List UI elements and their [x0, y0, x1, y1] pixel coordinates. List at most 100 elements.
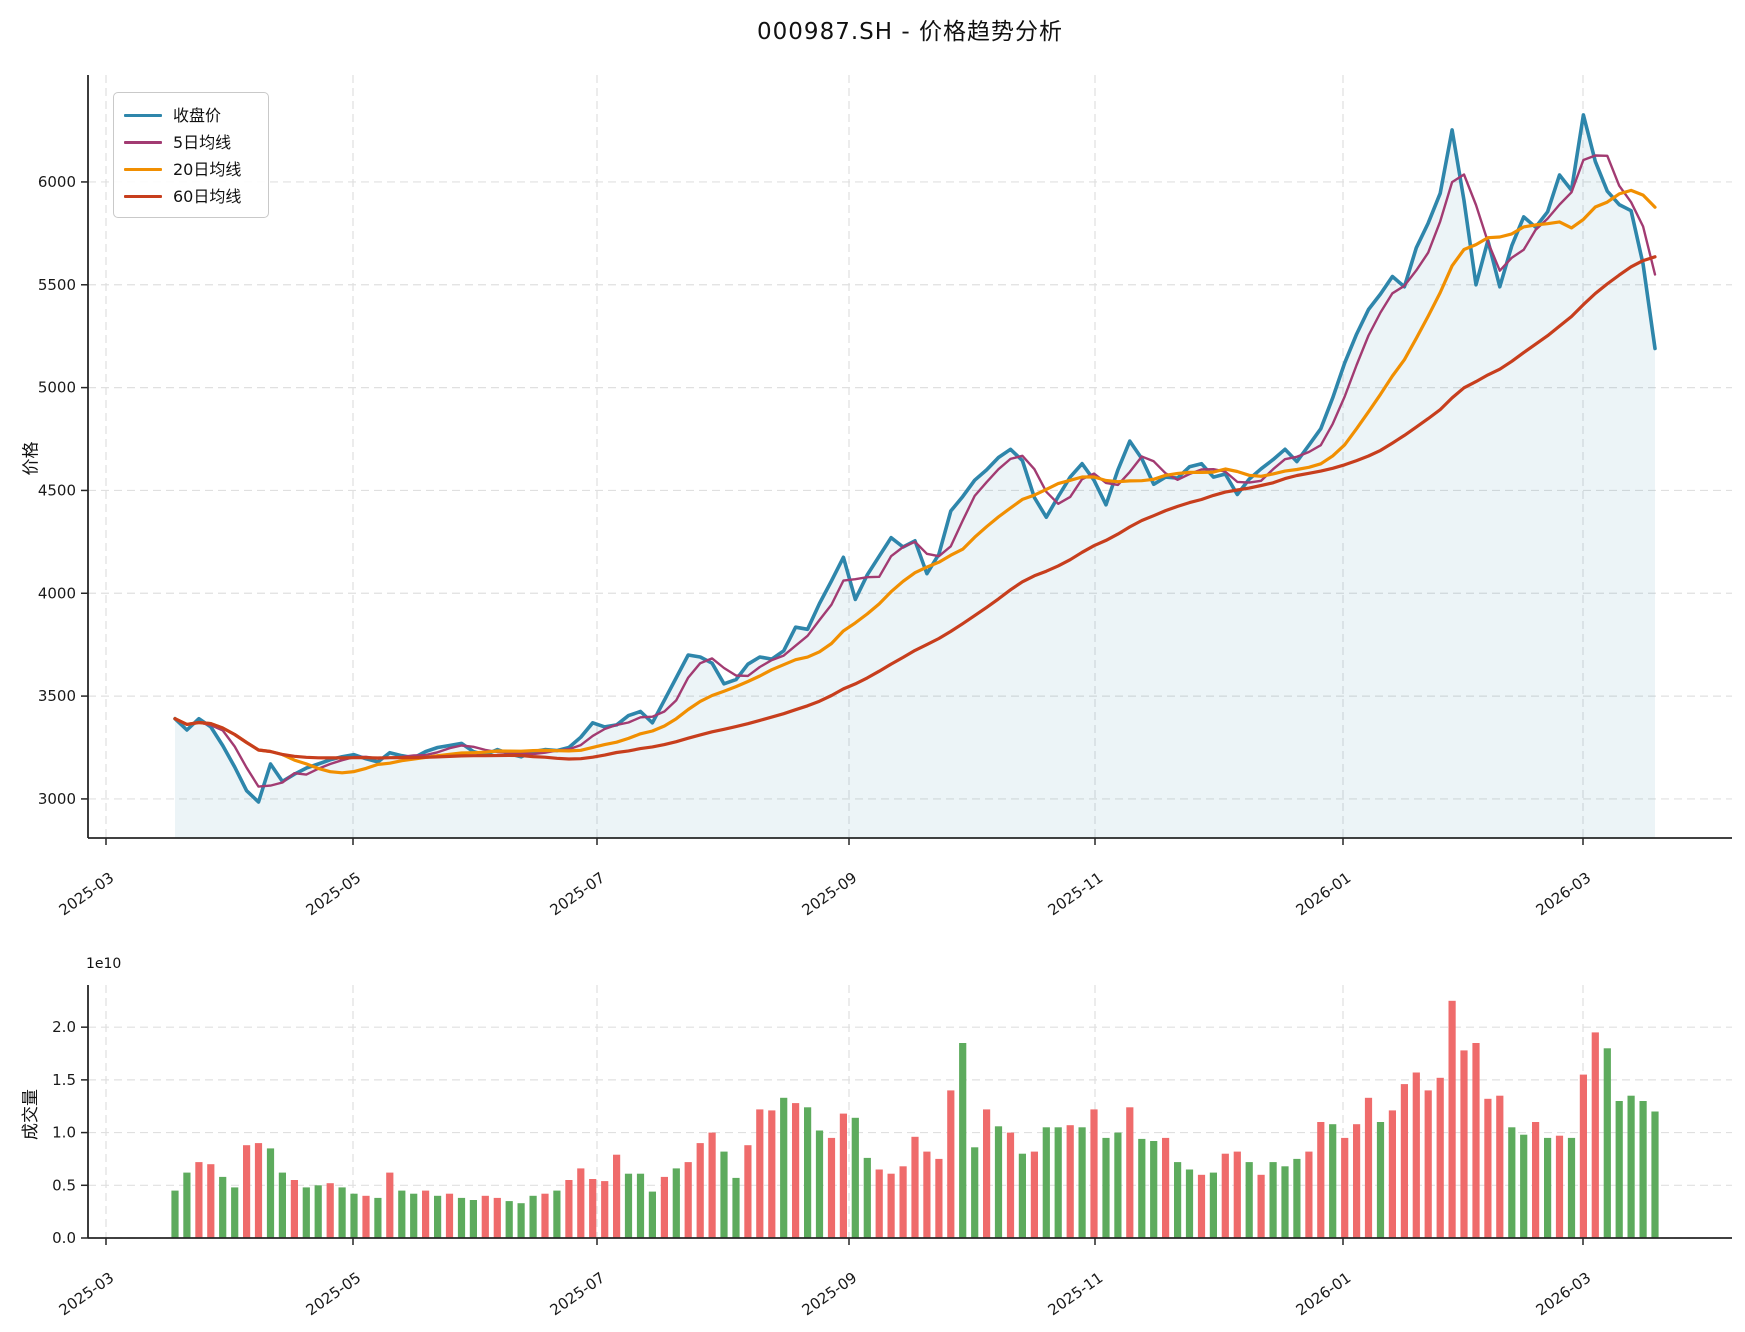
volume-bar — [1460, 1050, 1468, 1238]
price-x-tick-label: 2026-01 — [1293, 869, 1355, 920]
price-x-tick-label: 2025-11 — [1045, 869, 1107, 920]
price-y-tick-label: 5000 — [38, 379, 76, 397]
legend-item-ma60: 60日均线 — [124, 183, 258, 210]
price-y-tick-label: 3500 — [38, 687, 76, 705]
volume-y-tick-label: 0.5 — [52, 1176, 76, 1194]
volume-bar — [911, 1136, 919, 1238]
price-x-tick-label: 2025-09 — [799, 869, 861, 920]
volume-bar — [1054, 1127, 1062, 1238]
legend-label: 5日均线 — [173, 132, 232, 152]
volume-bar — [350, 1193, 358, 1238]
volume-bar — [636, 1173, 645, 1238]
volume-bar — [1114, 1132, 1122, 1238]
volume-bar — [1317, 1122, 1325, 1238]
volume-bar — [1138, 1138, 1146, 1238]
volume-bar — [708, 1132, 716, 1238]
volume-bar — [577, 1168, 585, 1238]
volume-bar — [1508, 1127, 1516, 1238]
volume-bar — [434, 1195, 442, 1238]
volume-bar — [792, 1103, 800, 1238]
volume-bar — [1651, 1111, 1659, 1238]
volume-bar — [529, 1195, 537, 1238]
volume-bar — [875, 1169, 883, 1238]
volume-bar — [410, 1193, 418, 1238]
volume-bar — [1018, 1153, 1026, 1238]
volume-bar — [1412, 1072, 1420, 1238]
page-title: 000987.SH - 价格趋势分析 — [757, 19, 1063, 45]
volume-bar — [1269, 1162, 1277, 1238]
volume-bar — [1233, 1151, 1241, 1238]
volume-bar — [1042, 1127, 1050, 1238]
volume-bar — [1353, 1124, 1361, 1238]
legend-line-swatch — [124, 195, 162, 198]
volume-bar — [1257, 1174, 1265, 1239]
volume-y-tick-label: 0.0 — [52, 1229, 76, 1247]
close-area-fill — [175, 114, 1655, 838]
ma5-line — [173, 154, 1657, 788]
volume-bar — [1197, 1174, 1206, 1239]
volume-bar — [219, 1176, 227, 1238]
volume-bar — [899, 1166, 907, 1238]
volume-bar — [1591, 1032, 1599, 1238]
price-y-tick-label: 6000 — [38, 173, 76, 191]
volume-bar — [278, 1172, 286, 1238]
volume-bar — [1305, 1151, 1313, 1238]
volume-bar — [1221, 1153, 1229, 1238]
volume-x-tick-label: 2025-05 — [303, 1269, 365, 1320]
price-x-tick-label: 2025-03 — [56, 869, 118, 920]
volume-bar — [624, 1173, 633, 1238]
volume-bar — [672, 1168, 680, 1238]
volume-bar — [565, 1180, 573, 1238]
legend-label: 60日均线 — [173, 186, 242, 206]
volume-bar — [1639, 1101, 1647, 1238]
volume-bar — [1424, 1090, 1432, 1238]
volume-bar — [1615, 1101, 1623, 1238]
volume-bar — [1400, 1084, 1408, 1238]
volume-bar — [684, 1162, 692, 1238]
volume-bar — [994, 1126, 1003, 1238]
volume-bar — [183, 1172, 191, 1238]
volume-bar — [732, 1177, 740, 1238]
volume-bar — [1364, 1097, 1373, 1238]
volume-bar — [720, 1151, 728, 1238]
volume-bar — [398, 1190, 406, 1238]
volume-bar — [195, 1162, 203, 1238]
volume-x-tick-label: 2026-01 — [1293, 1269, 1355, 1320]
volume-bar — [827, 1137, 836, 1238]
volume-bar — [1150, 1141, 1158, 1238]
volume-bar — [1472, 1043, 1480, 1238]
tick-marks — [81, 181, 1584, 1245]
volume-bar — [243, 1145, 251, 1238]
axes — [87, 75, 1732, 1239]
volume-bar — [947, 1090, 955, 1238]
volume-bar — [1329, 1124, 1337, 1238]
volume-bar — [266, 1148, 275, 1238]
volume-bars — [171, 1000, 1659, 1239]
volume-bar — [923, 1151, 931, 1238]
volume-bar — [1520, 1134, 1528, 1238]
volume-bar — [481, 1195, 489, 1238]
volume-bar — [1126, 1107, 1134, 1238]
volume-bar — [839, 1113, 847, 1238]
price-x-tick-label: 2026-03 — [1533, 869, 1595, 920]
volume-x-tick-label: 2025-11 — [1045, 1269, 1107, 1320]
volume-bar — [1567, 1137, 1576, 1238]
volume-bar — [935, 1158, 943, 1238]
volume-bar — [374, 1197, 382, 1238]
price-y-tick-label: 4500 — [38, 481, 76, 499]
volume-bar — [1066, 1125, 1074, 1238]
volume-bar — [1579, 1074, 1587, 1238]
volume-bar — [505, 1201, 513, 1238]
volume-bar — [744, 1145, 752, 1238]
volume-bar — [1484, 1098, 1492, 1238]
volume-bar — [457, 1197, 466, 1238]
volume-bar — [613, 1154, 621, 1238]
volume-bar — [589, 1179, 597, 1238]
volume-bar — [541, 1193, 549, 1238]
volume-x-tick-label: 2025-07 — [547, 1269, 609, 1320]
volume-bar — [338, 1187, 346, 1238]
volume-bar — [1603, 1048, 1611, 1239]
volume-bar — [696, 1143, 704, 1238]
volume-bar — [648, 1191, 656, 1238]
price-x-tick-label: 2025-05 — [303, 869, 365, 920]
